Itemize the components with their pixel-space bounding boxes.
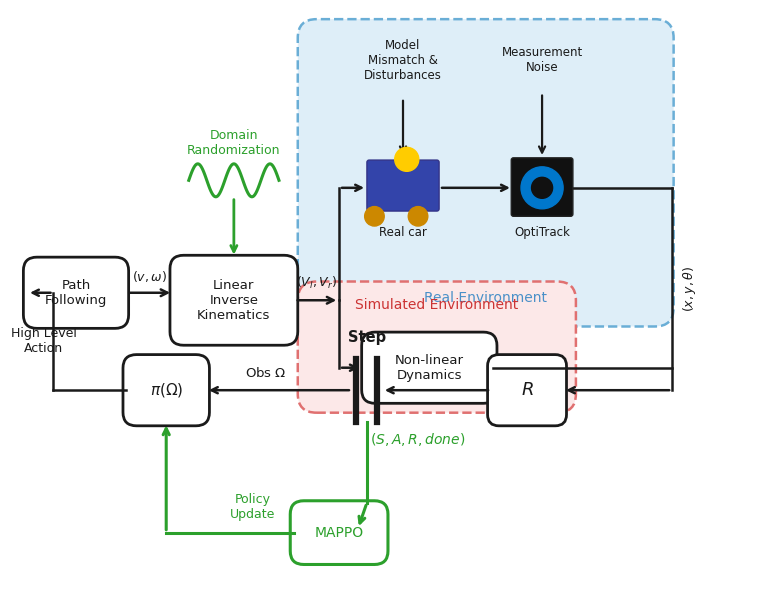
Text: Model
Mismatch &
Disturbances: Model Mismatch & Disturbances [364, 39, 442, 82]
Text: Policy
Update: Policy Update [230, 493, 276, 522]
Text: $R$: $R$ [521, 381, 534, 399]
FancyBboxPatch shape [290, 501, 388, 564]
FancyBboxPatch shape [362, 332, 497, 403]
Text: $(V_l, V_r)$: $(V_l, V_r)$ [296, 274, 337, 291]
Circle shape [409, 207, 428, 226]
Text: $(x, y, \theta)$: $(x, y, \theta)$ [681, 266, 698, 312]
FancyBboxPatch shape [488, 354, 567, 426]
Text: $(S, A, R, done)$: $(S, A, R, done)$ [370, 432, 466, 449]
Text: Measurement
Noise: Measurement Noise [502, 46, 583, 74]
FancyBboxPatch shape [298, 19, 674, 326]
FancyBboxPatch shape [123, 354, 210, 426]
FancyBboxPatch shape [23, 257, 128, 328]
Text: Non-linear
Dynamics: Non-linear Dynamics [395, 354, 464, 382]
Text: High Level
Action: High Level Action [11, 328, 77, 356]
Text: MAPPO: MAPPO [315, 526, 364, 540]
Text: Real Environment: Real Environment [424, 291, 547, 305]
FancyBboxPatch shape [367, 160, 439, 211]
FancyBboxPatch shape [298, 282, 576, 413]
Text: Domain
Randomization: Domain Randomization [187, 129, 280, 157]
Circle shape [395, 147, 419, 171]
Text: Obs $\Omega$: Obs $\Omega$ [246, 367, 287, 381]
Text: Path
Following: Path Following [45, 278, 108, 307]
Text: Simulated Environment: Simulated Environment [356, 299, 518, 313]
FancyBboxPatch shape [511, 158, 573, 216]
FancyBboxPatch shape [170, 255, 298, 345]
Text: Linear
Inverse
Kinematics: Linear Inverse Kinematics [197, 278, 270, 322]
Text: Real car: Real car [379, 226, 427, 240]
Circle shape [531, 178, 553, 198]
Circle shape [365, 207, 384, 226]
Text: $\pi(\Omega)$: $\pi(\Omega)$ [150, 381, 183, 399]
Circle shape [521, 167, 563, 209]
Text: $(v,\omega)$: $(v,\omega)$ [132, 269, 167, 284]
Text: OptiTrack: OptiTrack [514, 226, 570, 240]
Text: Step: Step [348, 330, 386, 345]
